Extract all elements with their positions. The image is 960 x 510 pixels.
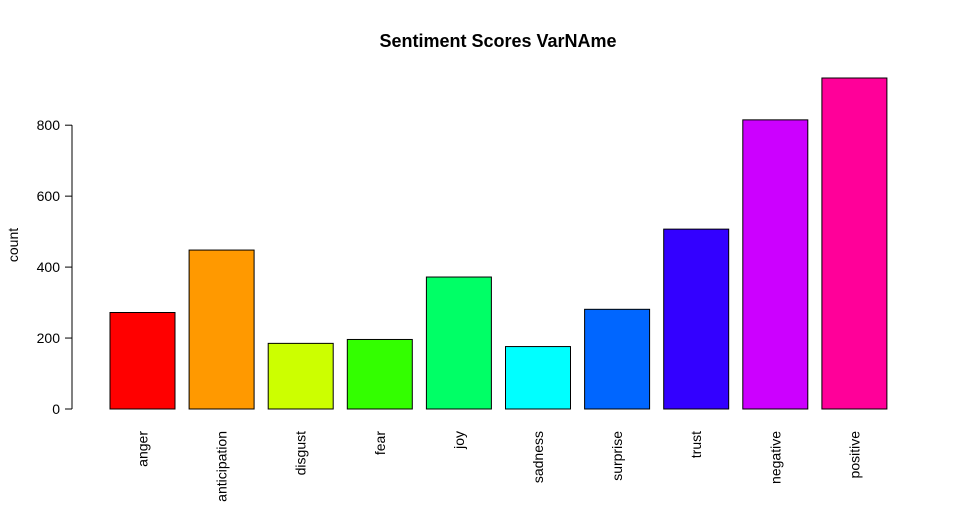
y-tick-label: 400 [37,259,61,275]
bar-fear [346,338,413,410]
x-tick-label: anger [135,431,151,467]
x-tick-label: anticipation [214,431,230,502]
x-tick-label: fear [372,431,388,455]
bar-negative [742,119,809,410]
x-tick-labels: anger anticipation disgust fear joy sadness su… [135,431,863,502]
bar-trust [663,228,730,410]
y-axis-label: count [5,228,21,262]
y-tick-label: 200 [37,330,61,346]
y-tick-label: 0 [52,401,60,417]
x-tick-label: sadness [530,431,546,483]
y-tick-label: 600 [37,188,61,204]
bar-disgust [267,342,334,410]
bar-positive [821,77,888,410]
x-tick-label: negative [767,431,783,484]
bar-surprise [584,308,651,410]
x-tick-label: trust [688,431,704,458]
x-tick-label: positive [846,431,862,479]
x-tick-label: disgust [293,431,309,475]
chart-title: Sentiment Scores VarNAme [379,31,616,51]
bars-group [109,77,888,410]
bar-sadness [505,346,571,410]
x-tick-label: surprise [609,431,625,481]
bar-joy [425,276,492,410]
bar-anticipation [188,249,255,410]
y-tick-label: 800 [37,117,61,133]
bar-anger [109,312,176,410]
x-tick-label: joy [451,431,467,450]
y-axis: 0 200 400 600 800 [37,117,73,417]
